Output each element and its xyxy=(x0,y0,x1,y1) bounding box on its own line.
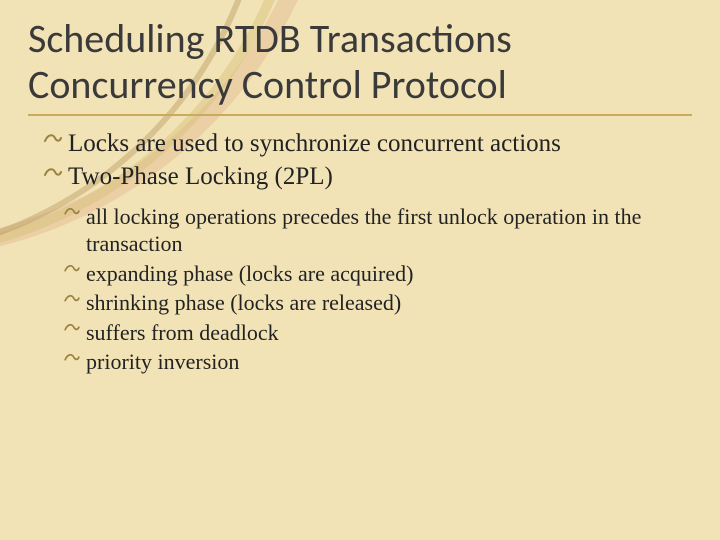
list-item: Locks are used to synchronize concurrent… xyxy=(44,128,692,159)
slide: Scheduling RTDB Transactions Concurrency… xyxy=(0,0,720,540)
bullet-swash-icon xyxy=(44,132,62,146)
list-item-text: expanding phase (locks are acquired) xyxy=(86,261,413,286)
list-item-text: shrinking phase (locks are released) xyxy=(86,290,401,315)
title-line-1: Scheduling RTDB Transactions xyxy=(28,14,512,63)
bullet-swash-icon xyxy=(64,293,80,305)
bullet-swash-icon xyxy=(64,322,80,334)
title-line-2: Concurrency Control Protocol xyxy=(28,60,507,109)
bullet-swash-icon xyxy=(44,166,62,180)
list-item: Two-Phase Locking (2PL) xyxy=(44,161,692,192)
title-underline xyxy=(28,114,692,116)
slide-title: Scheduling RTDB Transactions Concurrency… xyxy=(28,16,692,108)
list-item: priority inversion xyxy=(64,348,692,376)
list-item-text: priority inversion xyxy=(86,349,239,374)
bullet-swash-icon xyxy=(64,352,80,364)
list-item: expanding phase (locks are acquired) xyxy=(64,260,692,288)
list-item-text: Locks are used to synchronize concurrent… xyxy=(68,130,561,157)
bullet-swash-icon xyxy=(64,206,80,218)
list-item: shrinking phase (locks are released) xyxy=(64,289,692,317)
list-item: suffers from deadlock xyxy=(64,319,692,347)
bullet-swash-icon xyxy=(64,263,80,275)
list-item: all locking operations precedes the firs… xyxy=(64,203,692,258)
bullet-list-level2: all locking operations precedes the firs… xyxy=(28,203,692,376)
bullet-list-level1: Locks are used to synchronize concurrent… xyxy=(28,128,692,193)
list-item-text: suffers from deadlock xyxy=(86,320,279,345)
list-item-text: all locking operations precedes the firs… xyxy=(86,204,641,257)
list-item-text: Two-Phase Locking (2PL) xyxy=(68,163,333,190)
